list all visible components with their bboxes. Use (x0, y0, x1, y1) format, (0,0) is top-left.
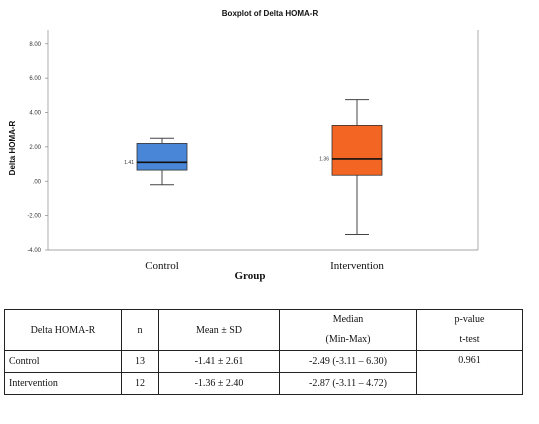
cell-n: 12 (121, 372, 159, 395)
y-tick-label: -2.00 (27, 214, 41, 220)
cell-n: 13 (121, 350, 159, 373)
cell-group: Intervention (4, 372, 122, 395)
header-n: n (121, 309, 159, 351)
median-data-label: 1.41 (124, 160, 134, 166)
table-row: Control 13 -1.41 ± 2.61 -2.49 (-3.11 – 6… (4, 350, 523, 395)
cell-p-value: 0.961 (416, 350, 523, 395)
header-p-value: p-value t-test (416, 309, 523, 351)
header-variable: Delta HOMA-R (4, 309, 122, 351)
cell-median: -2.49 (-3.11 – 6.30) (279, 350, 417, 373)
header-mean: Mean ± SD (158, 309, 280, 351)
boxplot-chart: Boxplot of Delta HOMA-R Delta HOMA-R 8.0… (8, 9, 479, 282)
iqr-box (136, 143, 188, 171)
box-intervention: 1.36 (319, 99, 383, 236)
y-tick-label: 8.00 (29, 42, 41, 48)
y-axis-ticks: 8.00 6.00 4.00 2.00 .00 -2.00 -4.00 (27, 42, 48, 254)
box-control: 1.41 (124, 137, 188, 186)
y-tick-label: 4.00 (29, 111, 41, 117)
y-tick-label: 6.00 (29, 76, 41, 82)
cell-mean: -1.36 ± 2.40 (158, 372, 280, 395)
x-axis-label: Group (235, 270, 266, 282)
x-axis-categories: Control Intervention (145, 260, 384, 272)
iqr-box (331, 124, 383, 176)
box-group: 1.41 1.36 (124, 99, 383, 236)
y-axis-label: Delta HOMA-R (8, 120, 17, 175)
y-tick-label: -4.00 (27, 248, 41, 254)
header-median: Median (Min-Max) (279, 309, 417, 351)
summary-table: Delta HOMA-R n Mean ± SD Median (Min-Max… (4, 309, 523, 395)
chart-canvas: Boxplot of Delta HOMA-R Delta HOMA-R 8.0… (8, 9, 479, 282)
x-category-label: Control (145, 260, 179, 272)
median-data-label: 1.36 (319, 156, 329, 162)
cell-group: Control (4, 350, 122, 373)
y-tick-label: .00 (33, 179, 42, 185)
cell-median: -2.87 (-3.11 – 4.72) (279, 372, 417, 395)
table-header-row: Delta HOMA-R n Mean ± SD Median (Min-Max… (4, 309, 523, 351)
chart-title: Boxplot of Delta HOMA-R (222, 9, 319, 18)
y-tick-label: 2.00 (29, 145, 41, 151)
table-row: Intervention 12 -1.36 ± 2.40 -2.87 (-3.1… (4, 372, 523, 395)
x-category-label: Intervention (330, 260, 384, 272)
cell-mean: -1.41 ± 2.61 (158, 350, 280, 373)
